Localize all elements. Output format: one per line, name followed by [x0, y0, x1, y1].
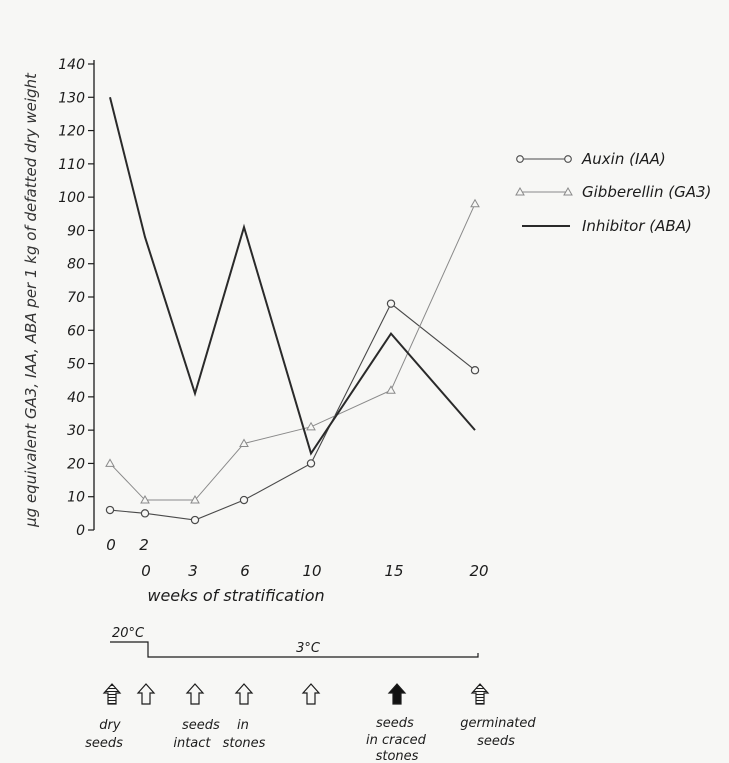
- data-point-gibberellin: [470, 198, 480, 208]
- series-layer: [105, 97, 480, 525]
- stage-label-craced: seeds in craced stones: [366, 716, 430, 763]
- x-tick-label-lower: 3: [188, 562, 198, 580]
- y-tick-label: 70: [67, 290, 85, 306]
- stages: dry seeds seeds in intact stones seeds i…: [85, 683, 540, 763]
- y-tick-label: 120: [58, 124, 85, 140]
- y-tick-label: 10: [67, 490, 85, 506]
- data-point-auxin: [386, 299, 396, 308]
- stage-intact-line2b: stones: [223, 736, 266, 751]
- temperature-timeline: 20°C 3°C: [110, 626, 479, 658]
- legend-label-auxin: Auxin (IAA): [581, 150, 666, 168]
- legend-label-inhibitor: Inhibitor (ABA): [582, 217, 692, 235]
- y-tick-label: 40: [67, 390, 85, 406]
- x-tick-label-lower: 6: [240, 562, 250, 580]
- y-tick-label: 0: [76, 523, 85, 539]
- stage-arrow-icon: [234, 683, 254, 705]
- series-line-2: [109, 97, 476, 456]
- x-tick-label-upper: 0: [106, 536, 116, 554]
- stage-craced-line2: in craced: [366, 733, 427, 748]
- data-point-gibberellin: [386, 385, 396, 394]
- y-tick-label: 110: [58, 157, 85, 173]
- stage-arrow-icon: [102, 683, 122, 705]
- series-line-0: [109, 302, 476, 521]
- stage-dry-line1: dry: [99, 718, 121, 733]
- data-point-auxin: [239, 495, 249, 505]
- y-tick-label: 60: [67, 323, 85, 339]
- stage-arrow-icon: [301, 683, 321, 705]
- data-point-gibberellin: [306, 421, 316, 431]
- x-tick-label-lower: 20: [469, 562, 488, 580]
- stage-craced-line1: seeds: [376, 716, 414, 731]
- legend-item-inhibitor: Inhibitor (ABA): [522, 217, 692, 235]
- temp-warm-label: 20°C: [112, 626, 145, 641]
- stage-craced-line3: stones: [376, 749, 419, 763]
- series-line-1: [109, 203, 476, 501]
- stage-intact-line1b: in: [237, 718, 249, 733]
- stage-arrow-icon: [136, 683, 156, 705]
- x-tick-label-lower: 15: [384, 562, 403, 580]
- stage-label-intact: seeds in intact stones: [173, 718, 265, 751]
- x-ticks: 0 20 3 6 10 15 20: [106, 536, 488, 580]
- y-axis-label: µg equivalent GA3, IAA, ABA per 1 kg of …: [22, 72, 40, 528]
- x-tick-label-upper: 2: [139, 536, 149, 554]
- stage-label-germinated: germinated seeds: [460, 716, 540, 749]
- temp-cold-label: 3°C: [296, 641, 321, 656]
- stage-intact-line2: intact: [173, 736, 211, 751]
- stage-label-dry: dry seeds: [85, 718, 125, 751]
- y-tick-label: 90: [67, 223, 85, 239]
- data-point-gibberellin: [190, 495, 200, 504]
- legend: Auxin (IAA) Gibberellin (GA3) Inhibitor …: [515, 150, 711, 235]
- stage-arrow-icon: [185, 683, 205, 705]
- stage-arrow-icon: [387, 683, 407, 705]
- stage-intact-line1: seeds: [182, 718, 220, 733]
- legend-item-auxin: Auxin (IAA): [516, 150, 666, 168]
- data-point-gibberellin: [140, 495, 150, 504]
- stage-germ-line1: germinated: [460, 716, 536, 731]
- data-point-auxin: [190, 515, 200, 525]
- data-point-gibberellin: [105, 458, 115, 467]
- y-tick-label: 100: [58, 190, 85, 206]
- y-tick-label: 140: [58, 57, 85, 73]
- x-tick-label-lower: 0: [141, 562, 151, 580]
- data-point-auxin: [140, 509, 150, 518]
- x-tick-label-lower: 10: [302, 562, 321, 580]
- y-tick-label: 50: [67, 357, 85, 373]
- data-point-auxin: [306, 459, 316, 468]
- legend-item-gibberellin: Gibberellin (GA3): [515, 183, 711, 201]
- stage-dry-line2: seeds: [85, 736, 123, 751]
- data-point-auxin: [470, 366, 480, 375]
- data-point-auxin: [105, 505, 115, 515]
- stage-germ-line2: seeds: [477, 734, 515, 749]
- y-ticks: 0 10 20 30 40 50 60 70 80 90 100 110 120 130 140: [58, 57, 94, 539]
- x-axis-label: weeks of stratification: [147, 586, 324, 605]
- legend-label-gibberellin: Gibberellin (GA3): [582, 183, 711, 201]
- stage-arrow-icon: [470, 683, 490, 705]
- y-tick-label: 20: [67, 456, 85, 472]
- y-tick-label: 80: [67, 257, 85, 273]
- y-tick-label: 30: [67, 423, 85, 439]
- y-tick-label: 130: [58, 90, 85, 106]
- data-point-gibberellin: [239, 438, 249, 447]
